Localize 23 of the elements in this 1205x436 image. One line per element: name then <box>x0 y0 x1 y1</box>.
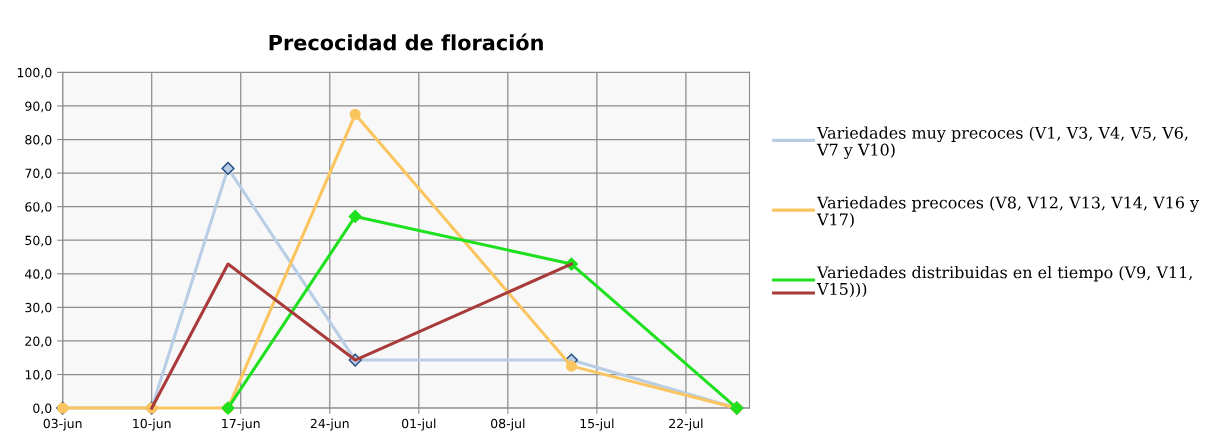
y-tick-label: 40,0 <box>25 269 52 281</box>
x-tick-label: 01-jul <box>401 418 436 431</box>
y-tick-label: 0,0 <box>33 403 52 415</box>
y-tick-label: 20,0 <box>25 336 52 348</box>
x-tick-label: 17-jun <box>222 418 260 431</box>
y-tick-label: 80,0 <box>25 134 52 146</box>
x-tick-label: 22-jul <box>669 418 703 431</box>
legend-label: Variedades muy precoces (V1, V3, V4, V5, V6, V7 y V10) <box>816 126 1188 160</box>
y-tick-label: 10,0 <box>25 370 52 381</box>
legend-label: Variedades precoces (V8, V12, V13, V14, V16 y V17) <box>816 196 1200 228</box>
x-tick-label: 08-jul <box>491 418 525 431</box>
y-tick-label: 30,0 <box>25 302 52 314</box>
y-tick-label: 100,0 <box>17 67 52 79</box>
y-tick-label: 90,0 <box>25 101 52 113</box>
x-tick-label: 15-jul <box>580 418 614 431</box>
y-tick-label: 50,0 <box>25 235 52 247</box>
chart-title: Precocidad de floración <box>269 33 543 51</box>
x-tick-label: 10-jun <box>133 418 171 431</box>
x-tick-label: 03-jun <box>43 418 82 431</box>
legend-label: Variedades distribuidas en el tiempo (V9, V11, V15))) <box>816 265 1192 298</box>
x-tick-label: 24-jun <box>310 418 349 431</box>
y-tick-label: 60,0 <box>25 202 52 213</box>
y-tick-label: 70,0 <box>25 168 52 180</box>
